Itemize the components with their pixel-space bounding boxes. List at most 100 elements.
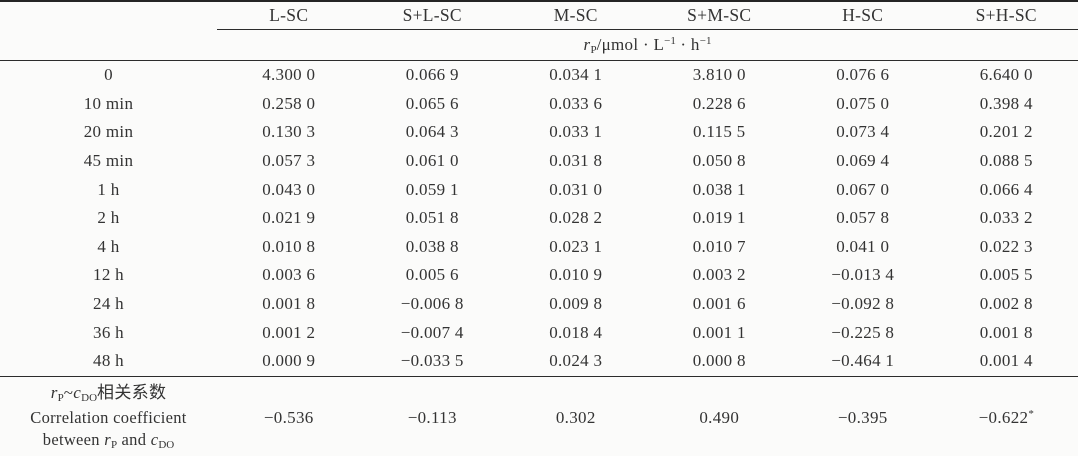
data-cell: 0.009 8	[549, 294, 603, 314]
data-cell: 0.038 1	[692, 179, 746, 199]
data-cell: 0.018 4	[549, 322, 603, 342]
significance-asterisk: *	[1028, 408, 1034, 421]
unit-variable-subscript: P	[590, 44, 597, 56]
data-cell: 0.033 1	[549, 122, 603, 142]
row-label: 12 h	[93, 265, 124, 285]
data-cell: −0.013 4	[831, 265, 895, 285]
data-cell: 0.088 5	[979, 151, 1033, 171]
column-header-l-sc: L-SC	[217, 1, 361, 30]
data-cell: 0.003 2	[692, 265, 746, 285]
data-cell: 0.000 8	[647, 346, 791, 377]
data-cell: 0.028 2	[549, 208, 603, 228]
data-cell: 0.001 8	[262, 294, 316, 314]
unit-corner-cell	[0, 29, 217, 61]
data-cell: 0.033 6	[549, 93, 603, 113]
data-cell: 0.069 4	[836, 151, 890, 171]
correlation-value: 0.490	[699, 408, 740, 428]
unit-liter: L	[653, 35, 665, 54]
unit-dot-1: ·	[638, 35, 654, 54]
data-cell: 0.066 9	[405, 65, 459, 85]
data-cell: 3.810 0	[692, 65, 746, 85]
correlation-value: −0.113	[407, 408, 457, 428]
data-cell: 0.022 3	[979, 236, 1033, 256]
data-cell: −0.225 8	[831, 322, 895, 342]
unit-variable: r	[583, 35, 591, 54]
row-label: 2 h	[97, 208, 120, 228]
data-cell: 0.050 8	[692, 151, 746, 171]
table-row: 10 min 0.258 0 0.065 6 0.033 6 0.228 6 0…	[0, 90, 1078, 119]
row-label: 20 min	[83, 122, 134, 142]
correlation-label-zh: rP~cDO相关系数	[50, 383, 167, 405]
corner-cell	[0, 1, 217, 30]
data-cell: 0.038 8	[405, 236, 459, 256]
data-cell: 0.115 5	[693, 122, 746, 142]
correlation-label-en-line1: Correlation coefficient	[30, 407, 187, 427]
data-cell: −0.033 5	[360, 346, 504, 377]
data-cell: 0.041 0	[836, 236, 890, 256]
unit-header-row: rP/μmol · L−1 · h−1	[0, 29, 1078, 61]
data-cell: 0.010 9	[549, 265, 603, 285]
data-cell: 0.067 0	[836, 179, 890, 199]
data-cell: 0.001 2	[262, 322, 316, 342]
data-cell: −0.006 8	[400, 294, 464, 314]
correlation-row-label: rP~cDO相关系数 Correlation coefficient betwe…	[0, 376, 217, 456]
column-header-m-sc: M-SC	[504, 1, 648, 30]
column-header-row: L-SC S+L-SC M-SC S+M-SC H-SC S+H-SC	[0, 1, 1078, 30]
data-cell: 0.228 6	[692, 93, 746, 113]
data-cell: 0.073 4	[836, 122, 890, 142]
column-header-s-m-sc: S+M-SC	[647, 1, 791, 30]
data-cell: 0.010 7	[692, 236, 746, 256]
data-cell: 0.051 8	[405, 208, 459, 228]
data-cell: 0.001 1	[692, 322, 746, 342]
data-cell: 0.002 8	[979, 294, 1033, 314]
data-cell: 0.061 0	[405, 151, 459, 171]
row-label: 0	[104, 65, 113, 85]
unit-hour-exponent: −1	[699, 35, 712, 47]
data-cell: 0.066 4	[979, 179, 1033, 199]
table-row: 12 h 0.003 6 0.005 6 0.010 9 0.003 2 −0.…	[0, 261, 1078, 290]
column-header-h-sc: H-SC	[791, 1, 935, 30]
unit-hour: h	[690, 35, 700, 54]
column-header-s-h-sc: S+H-SC	[934, 1, 1078, 30]
correlation-value: 0.302	[555, 408, 596, 428]
data-cell: 0.005 5	[979, 265, 1033, 285]
data-cell: 0.075 0	[836, 93, 890, 113]
table-row: 45 min 0.057 3 0.061 0 0.031 8 0.050 8 0…	[0, 147, 1078, 176]
unit-per: /μmol	[596, 35, 639, 54]
correlation-label-en-line2: between rP and cDO	[42, 430, 175, 452]
data-cell: −0.092 8	[831, 294, 895, 314]
data-cell: −0.464 1	[791, 346, 935, 377]
data-cell: 0.065 6	[405, 93, 459, 113]
data-cell: 0.005 6	[405, 265, 459, 285]
data-cell: 0.024 3	[504, 346, 648, 377]
data-cell: 0.003 6	[262, 265, 316, 285]
data-cell: 0.076 6	[836, 65, 890, 85]
correlation-value: −0.395	[837, 408, 888, 428]
data-cell: 0.031 8	[549, 151, 603, 171]
data-cell: 0.001 6	[692, 294, 746, 314]
data-cell: 0.019 1	[692, 208, 746, 228]
unit-dot-2: ·	[675, 35, 691, 54]
table-row: 2 h 0.021 9 0.051 8 0.028 2 0.019 1 0.05…	[0, 204, 1078, 233]
correlation-value-significant: −0.622*	[978, 408, 1034, 428]
unit-liter-exponent: −1	[664, 35, 676, 47]
row-label: 4 h	[97, 236, 120, 256]
correlation-row: rP~cDO相关系数 Correlation coefficient betwe…	[0, 376, 1078, 456]
row-label: 48 h	[0, 346, 217, 377]
data-cell: 0.201 2	[979, 122, 1033, 142]
row-label: 1 h	[97, 179, 120, 199]
table-row: 4 h 0.010 8 0.038 8 0.023 1 0.010 7 0.04…	[0, 233, 1078, 262]
data-cell: 0.000 9	[217, 346, 361, 377]
data-cell: 6.640 0	[979, 65, 1033, 85]
data-cell: 0.057 8	[836, 208, 890, 228]
data-cell: 0.043 0	[262, 179, 316, 199]
table-row: 48 h 0.000 9 −0.033 5 0.024 3 0.000 8 −0…	[0, 346, 1078, 377]
table-row: 20 min 0.130 3 0.064 3 0.033 1 0.115 5 0…	[0, 118, 1078, 147]
table-row: 24 h 0.001 8 −0.006 8 0.009 8 0.001 6 −0…	[0, 290, 1078, 319]
row-label: 36 h	[93, 322, 124, 342]
row-label: 45 min	[83, 151, 134, 171]
table-row: 1 h 0.043 0 0.059 1 0.031 0 0.038 1 0.06…	[0, 175, 1078, 204]
data-cell: 0.064 3	[405, 122, 459, 142]
data-cell: 0.023 1	[549, 236, 603, 256]
